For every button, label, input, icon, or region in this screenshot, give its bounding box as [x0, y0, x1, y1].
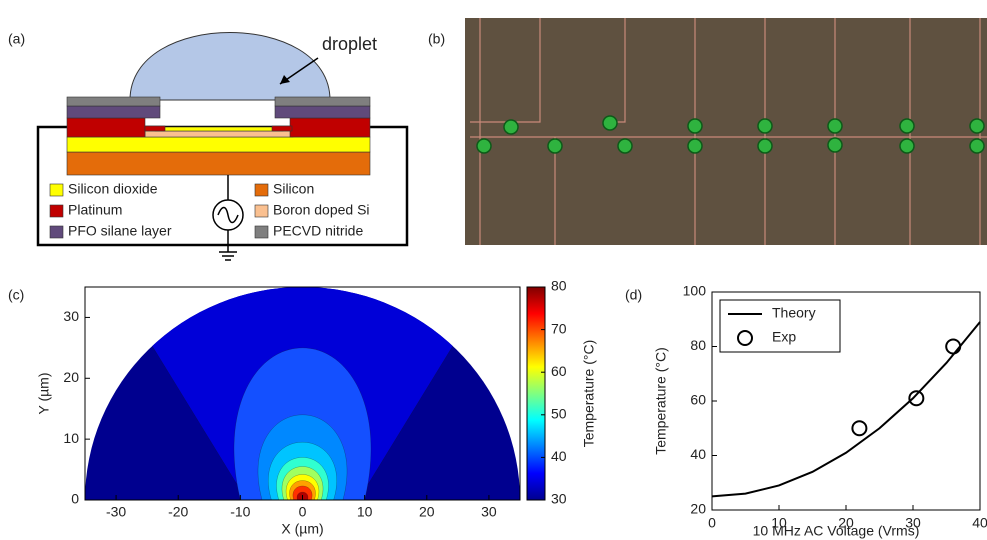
x-tick-label: -20	[168, 504, 188, 520]
colorbar-tick-label: 70	[551, 320, 567, 336]
colorbar-tick-label: 80	[551, 278, 567, 294]
layer	[145, 126, 165, 131]
legend-label: Silicon dioxide	[68, 181, 158, 197]
layer	[155, 127, 283, 131]
layer	[67, 137, 370, 152]
x-tick-label: 20	[419, 504, 435, 520]
legend-swatch	[50, 226, 63, 238]
y-tick-label: 80	[690, 337, 706, 353]
layer	[290, 118, 370, 137]
figure: (a) (b) (c) (d) droplet Silicon dioxide P…	[0, 0, 987, 540]
layer	[275, 106, 370, 118]
layer	[67, 106, 160, 118]
colorbar-tick-label: 40	[551, 448, 567, 464]
layer	[67, 152, 370, 175]
x-tick-label: 30	[481, 504, 497, 520]
legend-swatch	[50, 205, 63, 217]
layer	[272, 126, 292, 131]
layer	[67, 97, 160, 106]
legend-swatch	[255, 226, 268, 238]
colorbar-tick-label: 60	[551, 363, 567, 379]
y-tick-label: 20	[690, 501, 706, 517]
legend-swatch	[255, 184, 268, 196]
legend-label: Boron doped Si	[273, 202, 370, 218]
legend-swatch	[255, 205, 268, 217]
y-tick-label: 40	[690, 446, 706, 462]
x-tick-label: -30	[106, 504, 126, 520]
legend-label: Exp	[772, 329, 796, 345]
droplet	[130, 33, 330, 101]
colorbar	[527, 287, 545, 500]
y-axis-label: Y (µm)	[36, 372, 52, 414]
x-tick-label: 0	[299, 504, 307, 520]
x-tick-label: 40	[972, 515, 987, 531]
legend-label: PFO silane layer	[68, 223, 172, 239]
y-tick-label: 100	[683, 283, 707, 299]
x-axis-label: X (µm)	[281, 521, 323, 537]
x-axis-label: 10 MHz AC Voltage (Vrms)	[753, 523, 920, 539]
layer	[275, 97, 370, 106]
legend-label: Silicon	[273, 181, 314, 197]
legend-label: PECVD nitride	[273, 223, 363, 239]
y-tick-label: 10	[63, 430, 79, 446]
droplet-label: droplet	[322, 34, 377, 54]
y-tick-label: 0	[71, 491, 79, 507]
y-tick-label: 30	[63, 308, 79, 324]
panel-label: (b)	[428, 31, 445, 47]
legend-label: Theory	[772, 305, 816, 321]
legend-swatch	[50, 184, 63, 196]
panel-label: (d)	[625, 287, 642, 303]
colorbar-tick-label: 30	[551, 491, 567, 507]
legend-label: Platinum	[68, 202, 122, 218]
y-tick-label: 20	[63, 369, 79, 385]
y-axis-label: Temperature (°C)	[653, 347, 669, 455]
y-tick-label: 60	[690, 392, 706, 408]
x-tick-label: 10	[357, 504, 373, 520]
x-tick-label: 0	[708, 515, 716, 531]
layer	[145, 131, 293, 137]
layer	[67, 118, 145, 137]
x-tick-label: -10	[230, 504, 250, 520]
panel-label: (c)	[8, 287, 24, 303]
panel-label: (a)	[8, 31, 25, 47]
micrograph	[465, 18, 987, 245]
colorbar-label: Temperature (°C)	[581, 340, 597, 448]
colorbar-tick-label: 50	[551, 406, 567, 422]
